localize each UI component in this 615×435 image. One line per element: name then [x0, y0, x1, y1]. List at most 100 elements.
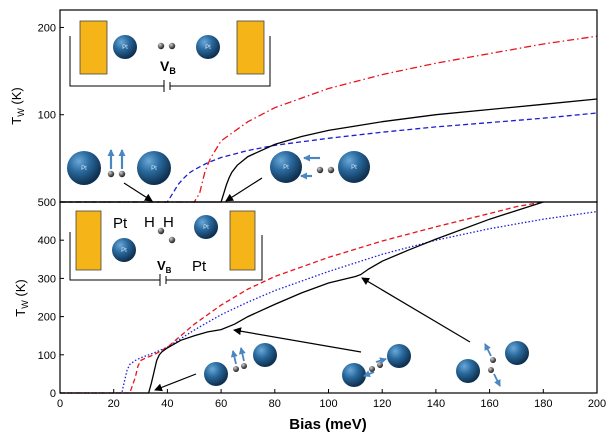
h-atom [157, 42, 165, 50]
vibration-arrow [363, 370, 375, 378]
bottom-x-tick-label: 200 [588, 398, 606, 410]
top-inset-bias-label: VB [160, 58, 176, 76]
vibration-arrow [230, 350, 238, 365]
bottom-x-tick-label: 140 [427, 398, 445, 410]
pointer-arrow [233, 327, 362, 353]
pt-atom [204, 362, 228, 386]
h-atom [316, 166, 324, 174]
bottom-x-tick-label: 180 [534, 398, 552, 410]
bottom-mode-cartoon-2 [342, 344, 411, 387]
top-inset-right-electrode [236, 20, 265, 75]
h-atom [490, 357, 496, 363]
bottom-mode-cartoon-3 [456, 341, 529, 387]
h-atom [107, 170, 115, 178]
pointer-arrow [123, 182, 153, 202]
h-label: H [144, 214, 155, 231]
pt-atom-label: Pt [205, 45, 211, 51]
pt-atom-label: Pt [81, 166, 87, 172]
pt-atom-label: Pt [121, 248, 127, 254]
bottom-y-axis-title: TW (K) [13, 279, 30, 316]
bottom-y-tick-label: 0 [50, 388, 56, 400]
bottom-y-axis-ticks: 0 100 200 300 400 500 [38, 197, 64, 400]
bottom-x-axis-title: Bias (meV) [289, 416, 367, 433]
pointer-arrow [361, 277, 471, 343]
pt-label: Pt [192, 258, 207, 275]
pt-atom: Pt [338, 151, 370, 183]
pt-atom: Pt [113, 35, 137, 59]
bottom-inset-left-electrode [75, 210, 102, 271]
bottom-y-tick-label: 300 [38, 273, 56, 285]
vibration-arrow [493, 373, 501, 387]
h-atom [168, 42, 176, 50]
top-inset-left-electrode [79, 20, 108, 75]
bottom-y-tick-label: 400 [38, 235, 56, 247]
h-atom [327, 166, 335, 174]
top-inset-circuit-wire [69, 36, 271, 87]
pt-label: Pt [113, 215, 128, 232]
h-atom [233, 366, 239, 372]
bottom-x-tick-label: 160 [480, 398, 498, 410]
bottom-curves [60, 201, 598, 394]
pt-atom: Pt [67, 151, 101, 185]
vibration-arrow [484, 343, 492, 357]
bottom-series-line-dotted [60, 210, 598, 394]
pt-atom [342, 363, 366, 387]
bottom-x-axis-ticks: 0 20 40 60 80 100 120 140 160 180 200 [57, 389, 606, 410]
bottom-x-tick-label: 0 [57, 398, 63, 410]
bottom-x-tick-label: 40 [161, 398, 173, 410]
h-atom [168, 236, 176, 244]
bottom-y-tick-label: 500 [38, 197, 56, 209]
h-atom [377, 362, 383, 368]
bottom-x-tick-label: 100 [319, 398, 337, 410]
bottom-y-tick-label: 100 [38, 350, 56, 362]
pt-atom-label: Pt [151, 166, 157, 172]
pt-atom: Pt [194, 215, 218, 239]
pt-atom [387, 344, 411, 368]
top-mode-cartoon-horizontal: Pt Pt [270, 151, 370, 183]
top-inset-junction: Pt Pt VB [69, 20, 271, 92]
bottom-inset-bias-label: VB [157, 258, 172, 275]
h-atom [241, 363, 247, 369]
top-series-line-solid [60, 98, 598, 203]
pointer-arrow [154, 373, 197, 392]
top-series-line-dashed [60, 112, 598, 203]
bottom-series-line-solid [60, 201, 544, 394]
bottom-y-tick-label: 200 [38, 312, 56, 324]
top-y-axis-title: TW (K) [9, 87, 26, 124]
top-y-tick-label: 100 [38, 110, 56, 122]
pt-atom [253, 343, 277, 367]
bottom-series-line-dashed [60, 201, 544, 394]
bottom-x-tick-label: 120 [373, 398, 391, 410]
pt-atom: Pt [112, 238, 136, 262]
pt-atom: Pt [137, 151, 171, 185]
pt-atom: Pt [270, 151, 302, 183]
bottom-x-tick-label: 60 [215, 398, 227, 410]
pointer-arrow [225, 177, 263, 202]
h-label: H [163, 214, 174, 231]
h-atom [118, 170, 126, 178]
pt-atom: Pt [196, 35, 220, 59]
vibration-arrow [375, 357, 387, 365]
bottom-x-tick-label: 20 [108, 398, 120, 410]
h-atom [369, 366, 375, 372]
bottom-panel: 0 20 40 60 80 100 120 140 160 180 200 0 100 200 300 40… [13, 197, 606, 433]
top-mode-cartoon-vertical: Pt Pt [67, 149, 171, 185]
bottom-x-tick-label: 80 [269, 398, 281, 410]
bottom-plot-frame [59, 201, 598, 394]
h-atom [157, 227, 165, 235]
bottom-inset-circuit-wire [69, 232, 263, 281]
bottom-inset-junction: Pt Pt H H Pt Pt VB [69, 210, 263, 286]
pt-atom-label: Pt [122, 45, 128, 51]
h-atom [488, 367, 494, 373]
vibration-arrow [238, 347, 246, 362]
top-y-tick-label: 200 [38, 22, 56, 34]
bottom-inset-right-electrode [229, 210, 256, 271]
top-panel: 100 200 TW (K) Pt Pt VB Pt Pt [9, 9, 598, 203]
pt-atom-label: Pt [283, 165, 289, 171]
pt-atom-label: Pt [203, 225, 209, 231]
pt-atom [456, 359, 480, 383]
top-y-axis-ticks: 100 200 [38, 22, 64, 122]
pt-atom-label: Pt [351, 165, 357, 171]
pt-atom [505, 341, 529, 365]
